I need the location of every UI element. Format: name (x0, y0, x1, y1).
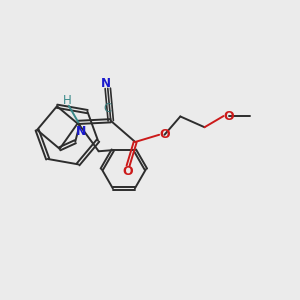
Text: O: O (224, 110, 234, 122)
Text: N: N (101, 76, 111, 90)
Text: O: O (123, 165, 133, 178)
Text: C: C (104, 103, 112, 116)
Text: O: O (159, 128, 170, 141)
Text: N: N (76, 125, 86, 138)
Text: H: H (63, 94, 72, 107)
